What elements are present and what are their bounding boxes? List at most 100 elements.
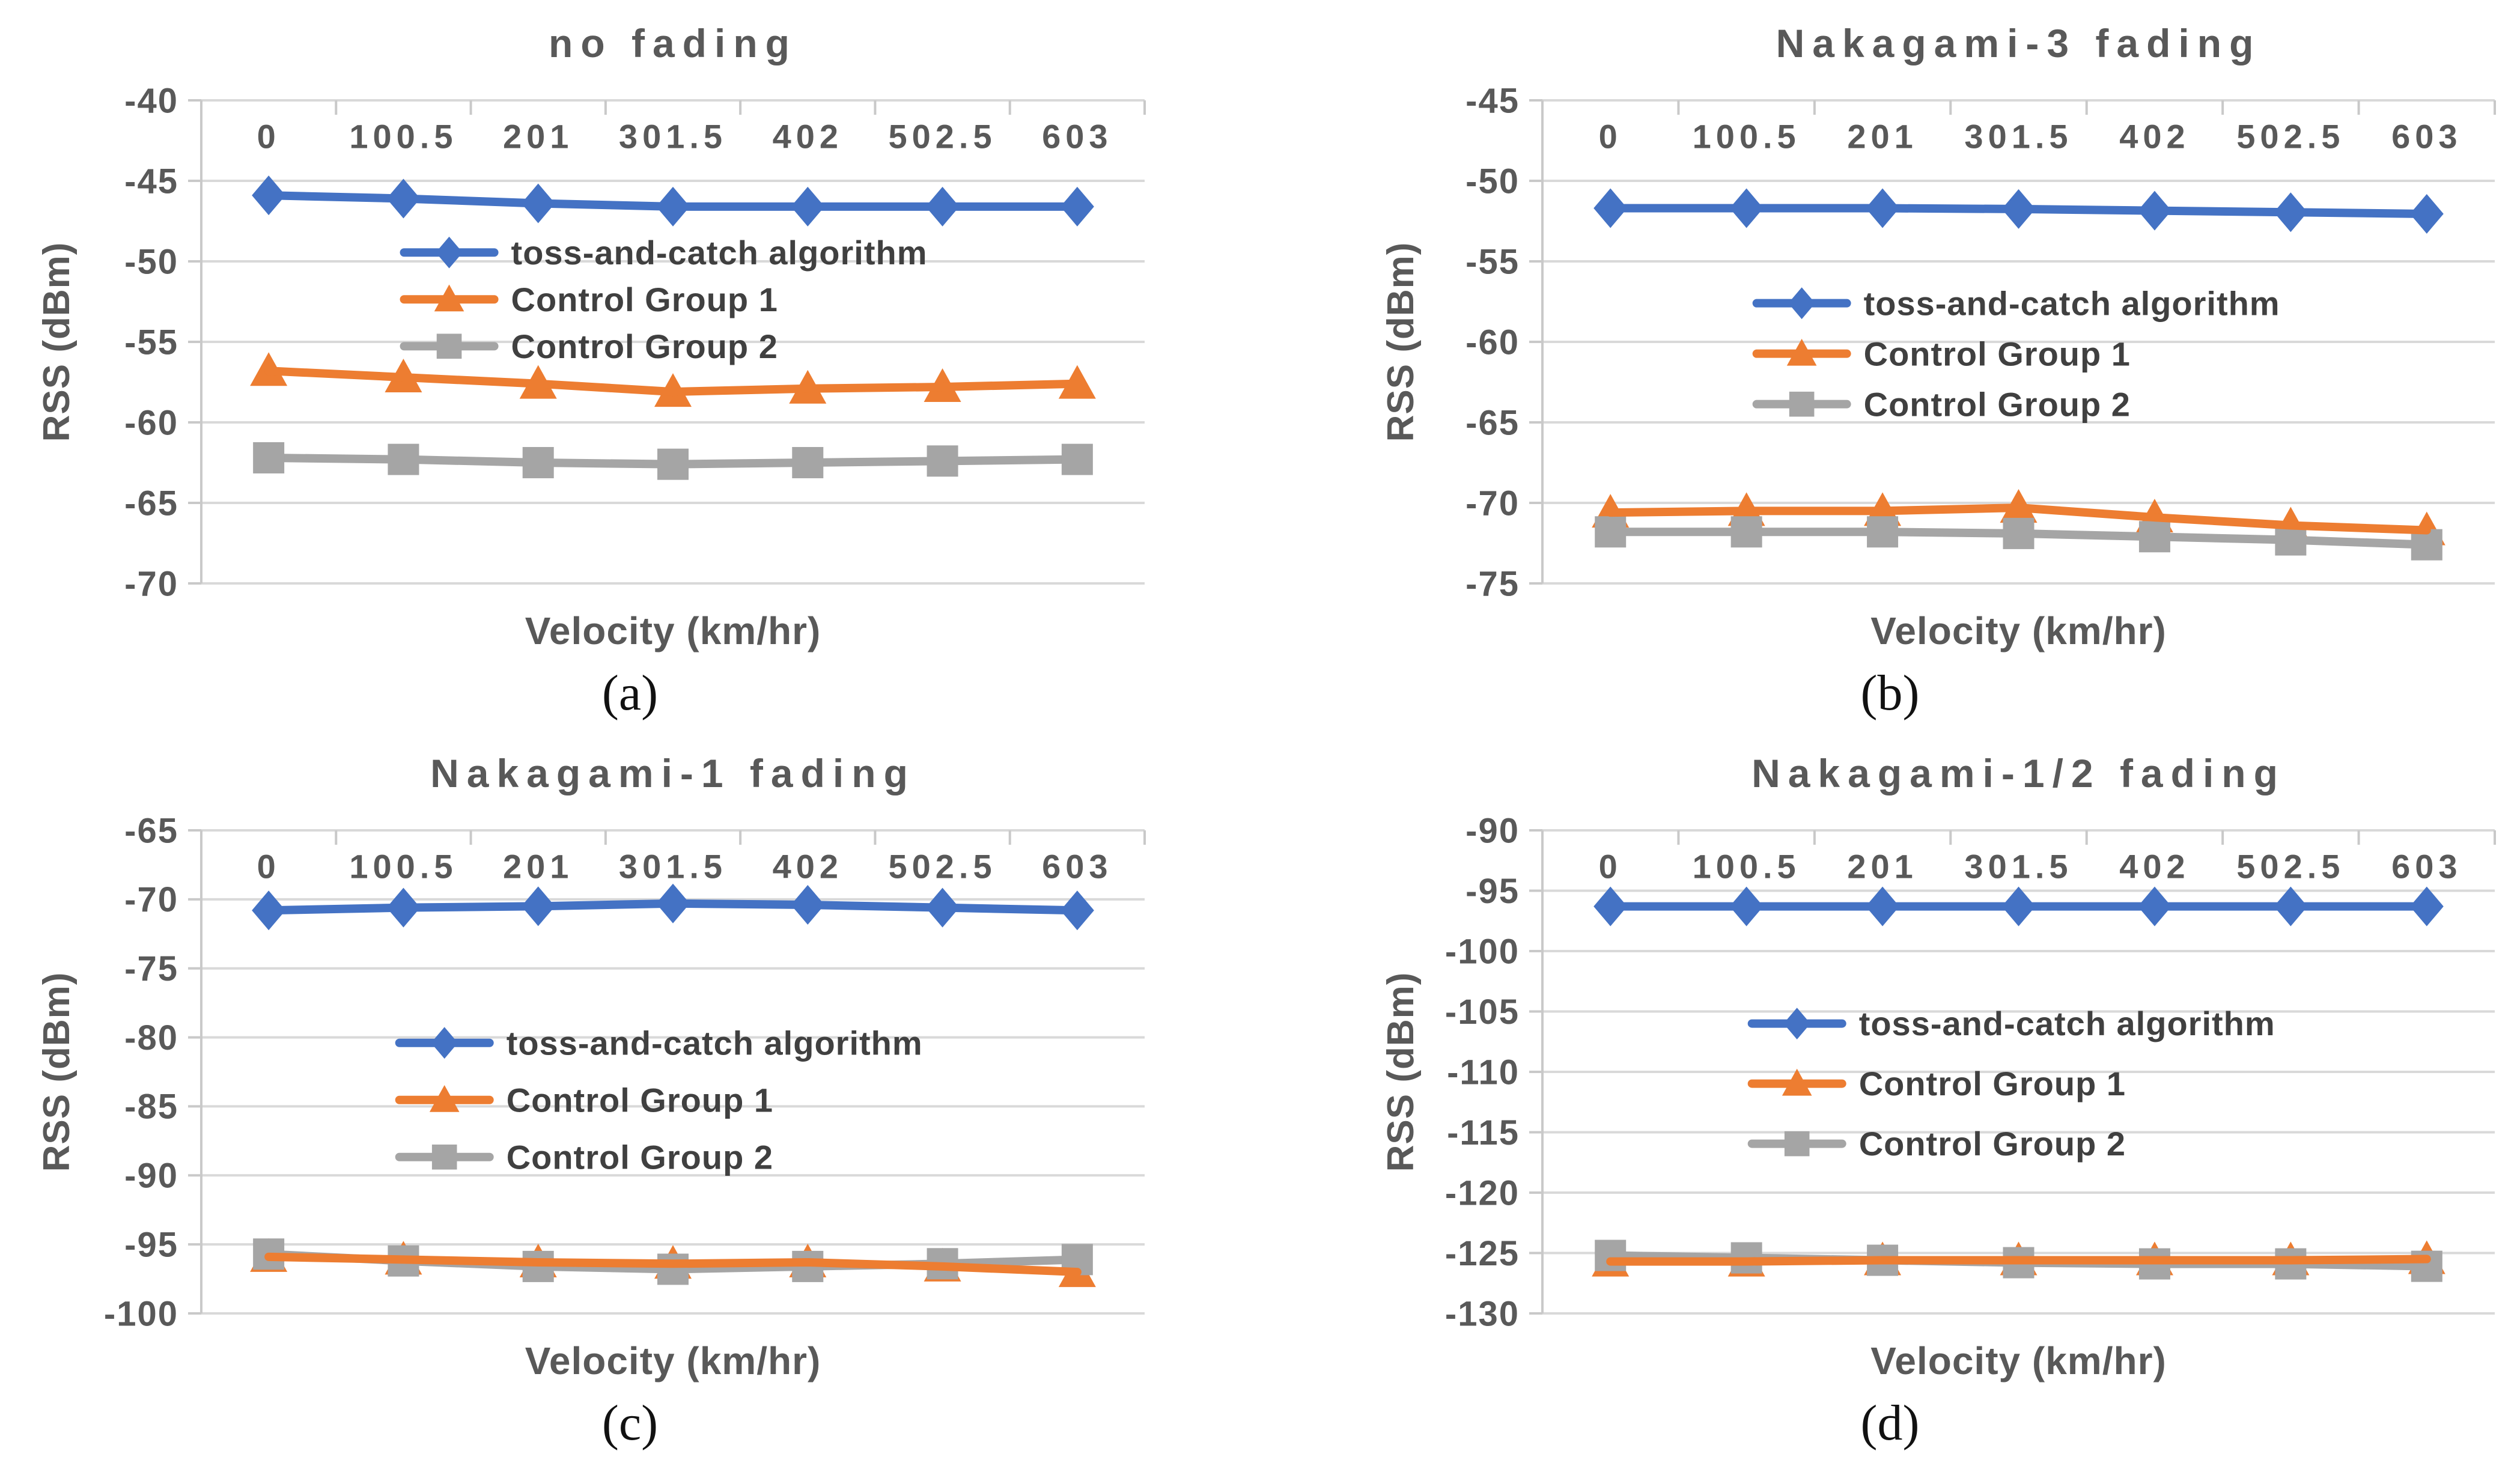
x-axis-title: Velocity (km/hr) <box>525 609 821 652</box>
marker-square <box>1789 391 1815 417</box>
x-axis-title: Velocity (km/hr) <box>1870 609 2167 652</box>
chart-title: Nakagami-3 fading <box>1776 21 2262 65</box>
legend-label: Control Group 1 <box>1864 335 2131 373</box>
marker-square <box>1595 516 1627 548</box>
series-line <box>1606 1255 2431 1266</box>
y-tick-label: -45 <box>124 162 178 201</box>
marker-diamond <box>1729 886 1764 926</box>
y-tick-label: -70 <box>124 564 178 603</box>
y-tick-label: -60 <box>124 403 178 442</box>
marker-square <box>1730 516 1762 548</box>
legend-label: Control Group 2 <box>1864 385 2131 423</box>
x-category-label: 100.5 <box>1693 118 1801 156</box>
y-tick-label: -75 <box>124 949 178 988</box>
y-tick-label: -80 <box>124 1018 178 1057</box>
marker-diamond <box>925 887 960 928</box>
marker-square <box>1061 443 1093 475</box>
marker-square <box>792 447 824 478</box>
x-category-label: 301.5 <box>1964 848 2072 886</box>
x-category-label: 0 <box>1599 118 1622 156</box>
x-category-label: 502.5 <box>889 118 997 156</box>
marker-triangle <box>1786 338 1817 366</box>
legend-item: Control Group 1 <box>395 1081 773 1119</box>
marker-diamond <box>1060 186 1094 227</box>
y-tick-label: -65 <box>124 484 178 523</box>
x-category-label: 402 <box>773 848 843 886</box>
legend-label: Control Group 2 <box>507 1138 773 1176</box>
marker-diamond <box>1788 287 1816 320</box>
y-tick-label: -105 <box>1445 993 1520 1032</box>
panel-caption: (d) <box>1860 1395 1920 1451</box>
series-line <box>264 367 1082 397</box>
legend-item: toss-and-catch algorithm <box>400 234 927 272</box>
y-tick-label: -70 <box>124 880 178 919</box>
marker-diamond <box>656 186 690 227</box>
legend-item: toss-and-catch algorithm <box>395 1024 922 1062</box>
y-tick-label: -55 <box>1465 242 1520 281</box>
marker-diamond <box>386 178 421 219</box>
marker-diamond <box>1060 890 1094 931</box>
y-tick-label: -75 <box>1465 564 1520 603</box>
x-category-label: 201 <box>503 118 573 156</box>
y-tick-label: -60 <box>1465 323 1520 362</box>
y-tick-label: -65 <box>1465 403 1520 442</box>
x-category-label: 100.5 <box>349 848 457 886</box>
panel-caption: (a) <box>601 665 659 721</box>
marker-diamond <box>1593 188 1628 228</box>
marker-diamond <box>791 885 825 925</box>
y-tick-label: -50 <box>124 242 178 281</box>
marker-diamond <box>252 175 286 216</box>
plot-canvas-d: -90 -95 -100 -105 -110 -115 -120 -125 -130 0 100.5… <box>1445 811 2496 1333</box>
legend-item: Control Group 1 <box>400 281 778 318</box>
x-category-label: 0 <box>257 848 281 886</box>
marker-square <box>436 333 462 359</box>
legend-label: Control Group 1 <box>1859 1065 2126 1103</box>
marker-diamond <box>925 186 960 227</box>
y-tick-label: -40 <box>124 81 178 120</box>
x-category-label: 603 <box>2391 848 2462 886</box>
x-category-label: 502.5 <box>2236 118 2345 156</box>
y-tick-label: -100 <box>1445 932 1520 971</box>
marker-square <box>2138 521 2170 553</box>
marker-diamond <box>521 886 555 926</box>
y-tick-label: -125 <box>1445 1234 1520 1273</box>
marker-square <box>388 443 419 475</box>
y-tick-label: -100 <box>104 1294 178 1333</box>
marker-diamond <box>791 186 825 227</box>
x-category-label: 402 <box>773 118 843 156</box>
legend-label: toss-and-catch algorithm <box>1864 284 2280 322</box>
chart-panel-c: Nakagami-1 fading RSS (dBm) -65 -70 -75 -80… <box>0 730 1260 1460</box>
marker-diamond <box>2409 886 2444 926</box>
chart-panel-d: Nakagami-1/2 fading RSS (dBm) -90 -95 -100… <box>1260 730 2520 1460</box>
marker-square <box>1595 1239 1627 1271</box>
legend-item: Control Group 1 <box>1747 1065 2126 1103</box>
x-category-label: 201 <box>503 848 573 886</box>
marker-diamond <box>431 1027 458 1059</box>
legend-label: Control Group 1 <box>507 1081 773 1119</box>
marker-diamond <box>1866 886 1900 926</box>
x-category-label: 603 <box>1042 848 1112 886</box>
marker-triangle <box>429 1084 460 1112</box>
x-category-label: 301.5 <box>619 848 727 886</box>
x-category-label: 402 <box>2119 848 2190 886</box>
marker-diamond <box>1593 886 1628 926</box>
marker-square <box>253 442 285 473</box>
legend-item: Control Group 2 <box>395 1138 773 1176</box>
marker-diamond <box>252 890 286 931</box>
marker-diamond <box>2409 193 2444 234</box>
y-tick-label: -50 <box>1465 162 1520 201</box>
legend-item: Control Group 2 <box>1747 1125 2125 1163</box>
y-tick-label: -120 <box>1445 1173 1520 1212</box>
x-category-label: 201 <box>1847 848 1917 886</box>
y-tick-label: -90 <box>124 1157 178 1196</box>
legend-label: Control Group 1 <box>511 281 778 318</box>
marker-square <box>1784 1131 1810 1157</box>
legend-item: toss-and-catch algorithm <box>1752 284 2280 322</box>
y-tick-label: -95 <box>1465 872 1520 911</box>
marker-square <box>431 1144 457 1170</box>
x-axis-title: Velocity (km/hr) <box>525 1339 821 1382</box>
x-axis-title: Velocity (km/hr) <box>1870 1339 2167 1382</box>
y-tick-label: -55 <box>124 323 178 362</box>
legend-item: Control Group 1 <box>1752 335 2131 373</box>
